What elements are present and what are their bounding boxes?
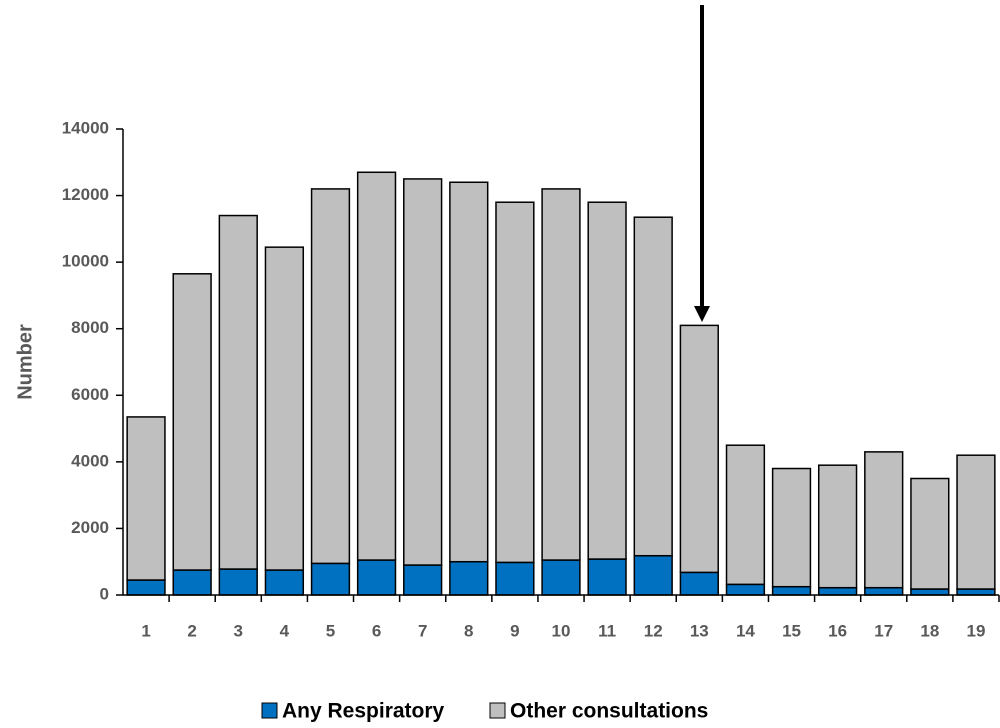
bar-segment <box>126 416 166 581</box>
x-tick-label: 6 <box>372 621 381 640</box>
bar-segment <box>771 467 812 588</box>
x-tick-label: 5 <box>326 621 335 640</box>
bar-segment <box>495 561 535 596</box>
y-tick-label: 6000 <box>71 385 109 404</box>
x-tick-label: 11 <box>598 621 616 640</box>
legend-swatch <box>261 702 278 719</box>
bar-segment <box>218 214 258 570</box>
bar-segment <box>310 562 351 596</box>
bar-segment <box>356 171 397 561</box>
bar-segment <box>172 273 212 571</box>
bar-segment <box>264 246 305 571</box>
bar-segment <box>725 583 766 596</box>
bar-segment <box>956 454 996 590</box>
x-tick-label: 15 <box>782 621 801 640</box>
x-tick-label: 17 <box>874 621 893 640</box>
bar-segment <box>264 569 305 596</box>
legend-label: Other consultations <box>510 700 708 723</box>
bar-segment <box>587 201 627 560</box>
x-tick-label: 16 <box>828 621 847 640</box>
x-tick-label: 10 <box>552 621 571 640</box>
x-tick-label: 13 <box>690 621 709 640</box>
bar-segment <box>541 559 581 596</box>
bar-segment <box>771 585 812 596</box>
bar-segment <box>864 451 904 589</box>
bar-segment <box>403 178 443 566</box>
x-tick-label: 4 <box>280 621 290 640</box>
bar-segment <box>910 588 950 596</box>
bar-segment <box>356 559 397 596</box>
legend-swatch <box>489 702 506 719</box>
x-tick-label: 9 <box>510 621 519 640</box>
x-tick-label: 2 <box>187 621 196 640</box>
y-tick-label: 8000 <box>71 318 109 337</box>
bar-segment <box>218 568 258 596</box>
y-tick-label: 10000 <box>62 252 109 271</box>
bar-segment <box>495 201 535 564</box>
x-tick-label: 14 <box>736 621 755 640</box>
x-tick-label: 3 <box>234 621 243 640</box>
y-tick-label: 4000 <box>71 451 109 470</box>
bar-segment <box>910 477 950 590</box>
bar-segment <box>817 586 858 596</box>
bar-segment <box>587 558 627 596</box>
bar-segment <box>817 464 858 589</box>
bar-segment <box>864 586 904 596</box>
y-axis-label: Number <box>14 324 36 400</box>
y-tick-label: 0 <box>100 584 109 603</box>
y-tick-label: 12000 <box>62 185 109 204</box>
x-tick-label: 8 <box>464 621 473 640</box>
bar-segment <box>679 324 719 574</box>
bar-segment <box>449 560 489 596</box>
bar-segment <box>633 216 673 557</box>
x-tick-label: 18 <box>920 621 939 640</box>
bar-segment <box>449 181 489 563</box>
bar-segment <box>310 188 351 565</box>
annotation-arrow <box>694 5 710 322</box>
y-tick-label: 2000 <box>71 518 109 537</box>
y-tick-label: 14000 <box>62 118 109 137</box>
bar-segment <box>541 188 581 561</box>
x-tick-label: 7 <box>418 621 427 640</box>
bar-segment <box>403 564 443 596</box>
bar-segment <box>633 554 673 596</box>
bar-segment <box>725 444 766 586</box>
bar-segment <box>956 588 996 596</box>
x-tick-label: 1 <box>141 621 150 640</box>
legend-label: Any Respiratory <box>282 700 445 723</box>
bar-segment <box>679 571 719 596</box>
bar-segment <box>126 579 166 596</box>
x-tick-label: 12 <box>644 621 663 640</box>
bar-segment <box>172 569 212 596</box>
x-tick-label: 19 <box>966 621 985 640</box>
